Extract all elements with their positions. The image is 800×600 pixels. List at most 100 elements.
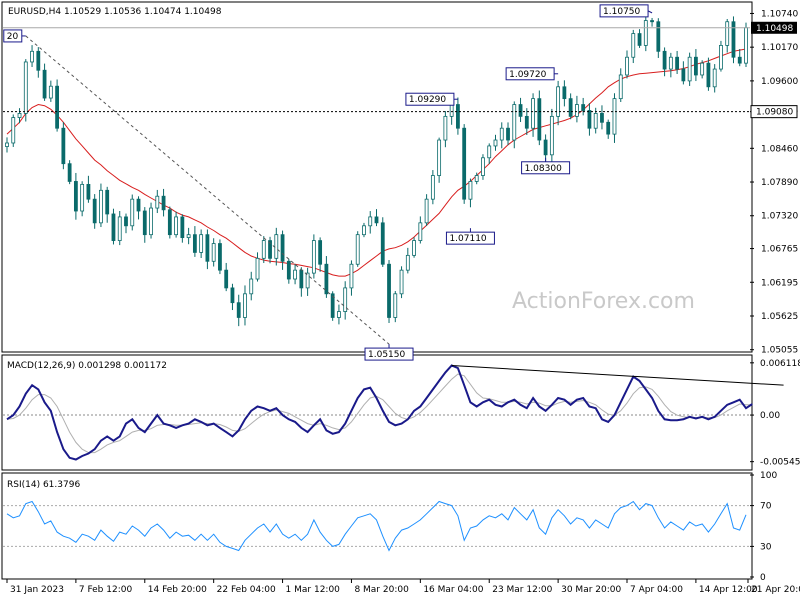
candle-body — [330, 293, 335, 318]
candle-body — [337, 311, 341, 318]
callout-box — [364, 347, 414, 361]
candle-body — [136, 198, 141, 212]
candle-body — [556, 86, 561, 117]
candle-body — [712, 68, 717, 88]
candle-body — [5, 142, 9, 147]
candle-body — [456, 104, 460, 129]
macd-signal-line — [6, 373, 753, 454]
rsi-tick-label: 70 — [760, 502, 772, 512]
candle-body — [167, 209, 172, 236]
candle-body — [199, 234, 204, 253]
candle-body — [218, 243, 222, 271]
price-tick-label: 1.06765 — [761, 245, 798, 255]
candle-body — [430, 175, 435, 200]
candle-body — [487, 145, 492, 159]
candle-body — [681, 68, 686, 82]
candle-body — [117, 216, 122, 241]
candle-body — [656, 21, 661, 52]
support-level-label: 1.09080 — [756, 108, 793, 118]
time-tick-label: 1 Mar 12:00 — [286, 585, 341, 595]
rsi-line — [6, 500, 747, 552]
candle-body — [155, 195, 160, 209]
candle-body — [575, 104, 579, 117]
callout-box — [405, 92, 455, 106]
candle-body — [299, 269, 304, 289]
macd-trendline — [451, 365, 784, 386]
candle-body — [11, 117, 16, 144]
candle-body — [186, 234, 191, 239]
price-tick-label: 1.05055 — [761, 346, 798, 356]
callout-label: 1.05150 — [368, 350, 405, 360]
candle-body — [343, 287, 348, 312]
candle-body — [543, 139, 548, 156]
candle-body — [280, 234, 285, 262]
moving-average-line — [6, 48, 747, 277]
candle-body — [668, 56, 673, 70]
macd-tick-label: 0.006118 — [760, 359, 800, 369]
candle-body — [255, 257, 260, 280]
time-axis: 31 Jan 2023 7 Feb 12:00 14 Feb 20:00 22 Feb… — [6, 579, 800, 595]
candle-body — [506, 127, 510, 141]
rsi-pane[interactable] — [1, 472, 753, 580]
moving-average-layer — [6, 48, 747, 277]
time-tick-label: 7 Apr 04:00 — [630, 585, 683, 595]
candles-layer — [5, 11, 748, 327]
candle-body — [643, 20, 648, 46]
candle-body — [449, 104, 454, 117]
macd-tick-label: 0.00 — [760, 411, 780, 421]
callout-box — [505, 67, 555, 81]
candle-body — [149, 207, 153, 236]
callout-box — [521, 161, 571, 175]
current-price-tag — [751, 21, 797, 34]
candle-body — [719, 45, 723, 70]
macd-pane[interactable] — [1, 354, 753, 471]
candle-body — [481, 157, 485, 176]
candle-body — [737, 56, 742, 64]
price-tick-label: 1.09600 — [761, 77, 798, 87]
candle-body — [374, 216, 379, 224]
candle-body — [499, 127, 504, 141]
candle-body — [437, 139, 442, 176]
candle-body — [55, 85, 60, 129]
price-trendline — [25, 35, 390, 345]
candle-body — [305, 272, 310, 289]
candle-body — [393, 293, 398, 318]
candle-body — [236, 302, 241, 318]
price-tick-label: 1.07890 — [761, 178, 798, 188]
symbol-header: EURUSD,H4 1.10529 1.10536 1.10474 1.1049… — [8, 7, 222, 17]
candle-body — [524, 115, 529, 129]
candle-body — [142, 210, 147, 236]
rsi-tick-label: 30 — [760, 542, 772, 552]
callout-box — [3, 29, 23, 43]
time-tick-label: 7 Feb 12:00 — [79, 585, 133, 595]
candle-body — [61, 127, 66, 165]
candle-body — [462, 127, 467, 200]
price-tick-label: 1.08460 — [761, 144, 798, 154]
time-tick-label: 14 Feb 20:00 — [148, 585, 207, 595]
candle-body — [412, 240, 416, 256]
current-price-label: 1.10498 — [756, 24, 793, 34]
candle-body — [675, 56, 680, 70]
candle-body — [424, 198, 429, 224]
rsi-tick-label: 0 — [760, 573, 766, 583]
time-tick-label: 8 Mar 20:00 — [354, 585, 409, 595]
candle-body — [261, 240, 266, 259]
candle-body — [568, 98, 573, 117]
candle-body — [380, 222, 385, 265]
candle-body — [355, 234, 360, 265]
candle-body — [105, 189, 110, 215]
candle-body — [631, 33, 636, 58]
candle-body — [80, 183, 85, 212]
rsi-tick-label: 100 — [760, 471, 777, 481]
candle-body — [518, 104, 523, 117]
candle-body — [17, 113, 22, 118]
support-level-tag — [750, 105, 798, 119]
time-tick-label: 31 Jan 2023 — [10, 585, 64, 595]
watermark: ActionForex.com — [512, 289, 695, 314]
candle-body — [362, 225, 366, 236]
candle-body — [318, 240, 323, 265]
candle-body — [230, 287, 235, 304]
candle-body — [36, 50, 41, 71]
callouts-layer: 1.10750 1.09720 1.09290 1.08300 1.07110 1.051… — [3, 4, 653, 361]
callout-label: 1.09720 — [509, 70, 546, 80]
